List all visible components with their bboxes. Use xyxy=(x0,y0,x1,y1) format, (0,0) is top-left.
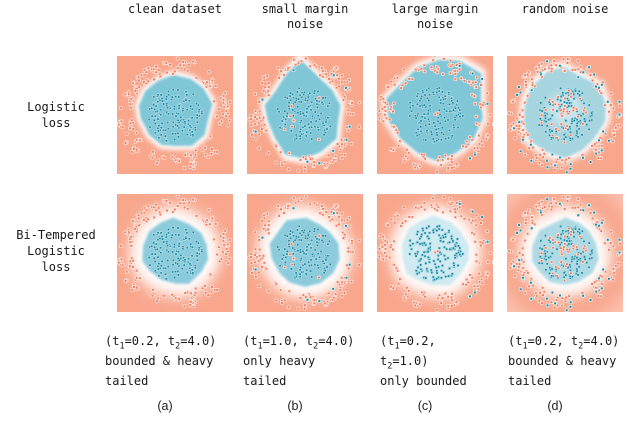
plot-logistic-random-noise xyxy=(507,56,623,174)
annotation-c: (t1=0.2, t2=1.0) only bounded xyxy=(380,334,467,388)
plot-logistic-small-margin-noise xyxy=(247,56,363,174)
caption-b: (b) xyxy=(287,399,303,413)
plot-bitempered-random-noise xyxy=(507,194,623,312)
plot-logistic-clean xyxy=(117,56,233,174)
annotation-d: (t1=0.2, t2=4.0) bounded & heavy tailed xyxy=(508,334,620,388)
plot-bitempered-large-margin-noise xyxy=(377,194,493,312)
caption-c: (c) xyxy=(417,399,433,413)
column-header-clean-dataset: clean dataset xyxy=(128,2,222,16)
row-label-bitempered-logistic-loss: Bi-Tempered Logistic loss xyxy=(16,228,96,274)
plot-logistic-large-margin-noise xyxy=(377,56,493,174)
annotation-b: (t1=1.0, t2=4.0) only heavy tailed xyxy=(243,334,355,388)
plot-bitempered-small-margin-noise xyxy=(247,194,363,312)
row-label-logistic-loss: Logistic loss xyxy=(27,100,85,130)
column-header-small-margin-noise: small margin noise xyxy=(261,2,349,31)
caption-d: (d) xyxy=(547,399,563,413)
caption-a: (a) xyxy=(157,399,173,413)
plot-bitempered-clean xyxy=(117,194,233,312)
annotation-a: (t1=0.2, t2=4.0) bounded & heavy tailed xyxy=(105,334,217,388)
column-header-random-noise: random noise xyxy=(521,2,609,16)
column-header-large-margin-noise: large margin noise xyxy=(391,2,479,31)
